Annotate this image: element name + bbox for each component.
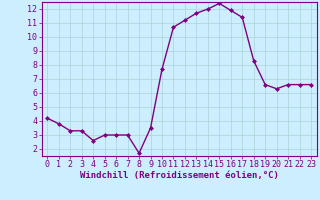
X-axis label: Windchill (Refroidissement éolien,°C): Windchill (Refroidissement éolien,°C) [80,171,279,180]
